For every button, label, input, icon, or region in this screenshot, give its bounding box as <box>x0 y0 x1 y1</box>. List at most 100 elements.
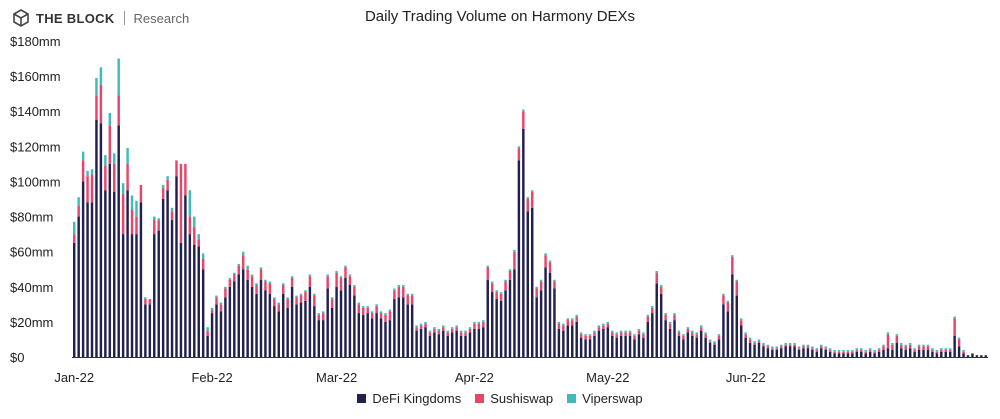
bar-segment <box>788 342 792 345</box>
bar-segment <box>446 330 449 333</box>
bar-segment <box>495 292 498 300</box>
bar-segment <box>308 274 312 277</box>
bar-segment <box>370 318 374 357</box>
bar-segment <box>433 332 436 357</box>
bar-segment <box>828 348 832 350</box>
bar-segment <box>855 348 859 350</box>
bar-segment <box>513 269 516 357</box>
bar-segment <box>699 325 703 328</box>
bar-segment <box>766 346 770 349</box>
bar-segment <box>517 146 521 149</box>
bar-segment <box>499 292 503 294</box>
bar-segment <box>219 311 223 357</box>
bar-segment <box>121 193 125 235</box>
bar-segment <box>375 306 378 314</box>
bar-segment <box>962 351 965 354</box>
bar-segment <box>828 351 832 357</box>
bar-segment <box>406 293 409 296</box>
bar-segment <box>375 313 378 357</box>
bar-segment <box>606 327 610 357</box>
bar-segment <box>348 274 352 277</box>
bar-segment <box>824 346 827 349</box>
bar-segment <box>241 255 245 270</box>
bar-segment <box>797 349 801 357</box>
bar-segment <box>837 351 841 354</box>
bar-segment <box>975 355 979 357</box>
bar-segment <box>717 339 721 357</box>
bar-segment <box>686 327 690 329</box>
bar-segment <box>775 346 779 349</box>
bar-segment <box>686 332 690 357</box>
bar-segment <box>797 348 801 350</box>
bar-segment <box>406 304 409 357</box>
bar-segment <box>557 328 561 357</box>
bar-segment <box>908 342 912 345</box>
bar-segment <box>642 337 645 357</box>
bar-segment <box>980 355 983 357</box>
bar-segment <box>326 288 329 357</box>
bar-segment <box>144 299 147 305</box>
bar-segment <box>175 176 178 357</box>
bar-segment <box>539 281 543 291</box>
bar-segment <box>464 332 467 336</box>
bar-segment <box>815 351 819 357</box>
y-tick-label: $0 <box>10 350 24 365</box>
bar-segment <box>317 314 321 321</box>
bar-segment <box>175 160 178 177</box>
bar-segment <box>900 342 903 345</box>
bar-segment <box>713 344 716 357</box>
x-tick-label: Jan-22 <box>54 370 94 385</box>
bar-segment <box>593 332 596 336</box>
bar-segment <box>450 327 454 329</box>
bar-segment <box>322 320 325 357</box>
bar-segment <box>166 179 169 191</box>
bar-segment <box>784 344 787 347</box>
bar-segment <box>517 160 521 357</box>
bar-segment <box>695 334 698 338</box>
y-tick-label: $80mm <box>10 210 53 225</box>
bar-segment <box>304 292 307 301</box>
bar-segment <box>619 332 623 336</box>
bar-segment <box>611 330 614 333</box>
bar-segment <box>126 163 129 191</box>
bar-segment <box>455 325 458 328</box>
bar-segment <box>375 304 378 307</box>
x-tick-label: Mar-22 <box>316 370 357 385</box>
bar-segment <box>842 353 845 357</box>
bar-segment <box>708 341 712 343</box>
bar-segment <box>873 353 876 357</box>
bar-segment <box>344 278 347 357</box>
bar-segment <box>748 339 752 343</box>
bar-segment <box>526 197 529 199</box>
bar-segment <box>655 283 658 357</box>
bar-segment <box>206 327 209 331</box>
bar-segment <box>553 279 556 282</box>
bar-segment <box>90 174 94 203</box>
x-tick-label: May-22 <box>586 370 629 385</box>
bar-segment <box>962 349 965 352</box>
bar-segment <box>695 332 698 335</box>
bar-segment <box>499 300 503 357</box>
bar-segment <box>619 330 623 333</box>
bar-segment <box>428 330 432 333</box>
bar-segment <box>170 211 174 221</box>
bar-segment <box>780 346 783 349</box>
bar-segment <box>753 342 756 345</box>
bar-segment <box>837 353 841 357</box>
bar-segment <box>908 348 912 357</box>
bar-segment <box>330 307 334 357</box>
bar-segment <box>73 242 76 357</box>
bar-segment <box>699 330 703 357</box>
bar-segment <box>330 297 334 300</box>
bar-segment <box>726 300 730 303</box>
bar-segment <box>971 353 974 357</box>
bar-segment <box>566 318 570 321</box>
bar-segment <box>615 332 618 335</box>
bar-segment <box>188 190 192 217</box>
bar-segment <box>322 313 325 321</box>
bar-segment <box>628 330 632 333</box>
bar-segment <box>940 348 943 350</box>
bar-segment <box>940 349 943 352</box>
bar-segment <box>766 344 770 347</box>
bar-segment <box>410 293 414 296</box>
